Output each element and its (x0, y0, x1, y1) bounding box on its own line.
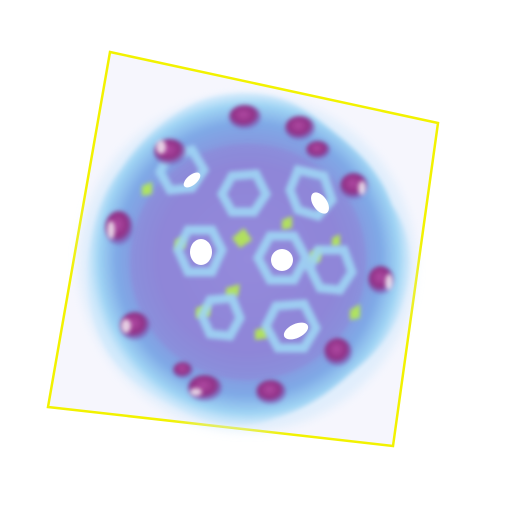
fullerene-density-icon (87, 92, 410, 425)
hexagon-rings (154, 144, 358, 353)
ring-holes (183, 172, 329, 340)
rim-highlights (107, 140, 393, 396)
shell-core (130, 144, 366, 380)
